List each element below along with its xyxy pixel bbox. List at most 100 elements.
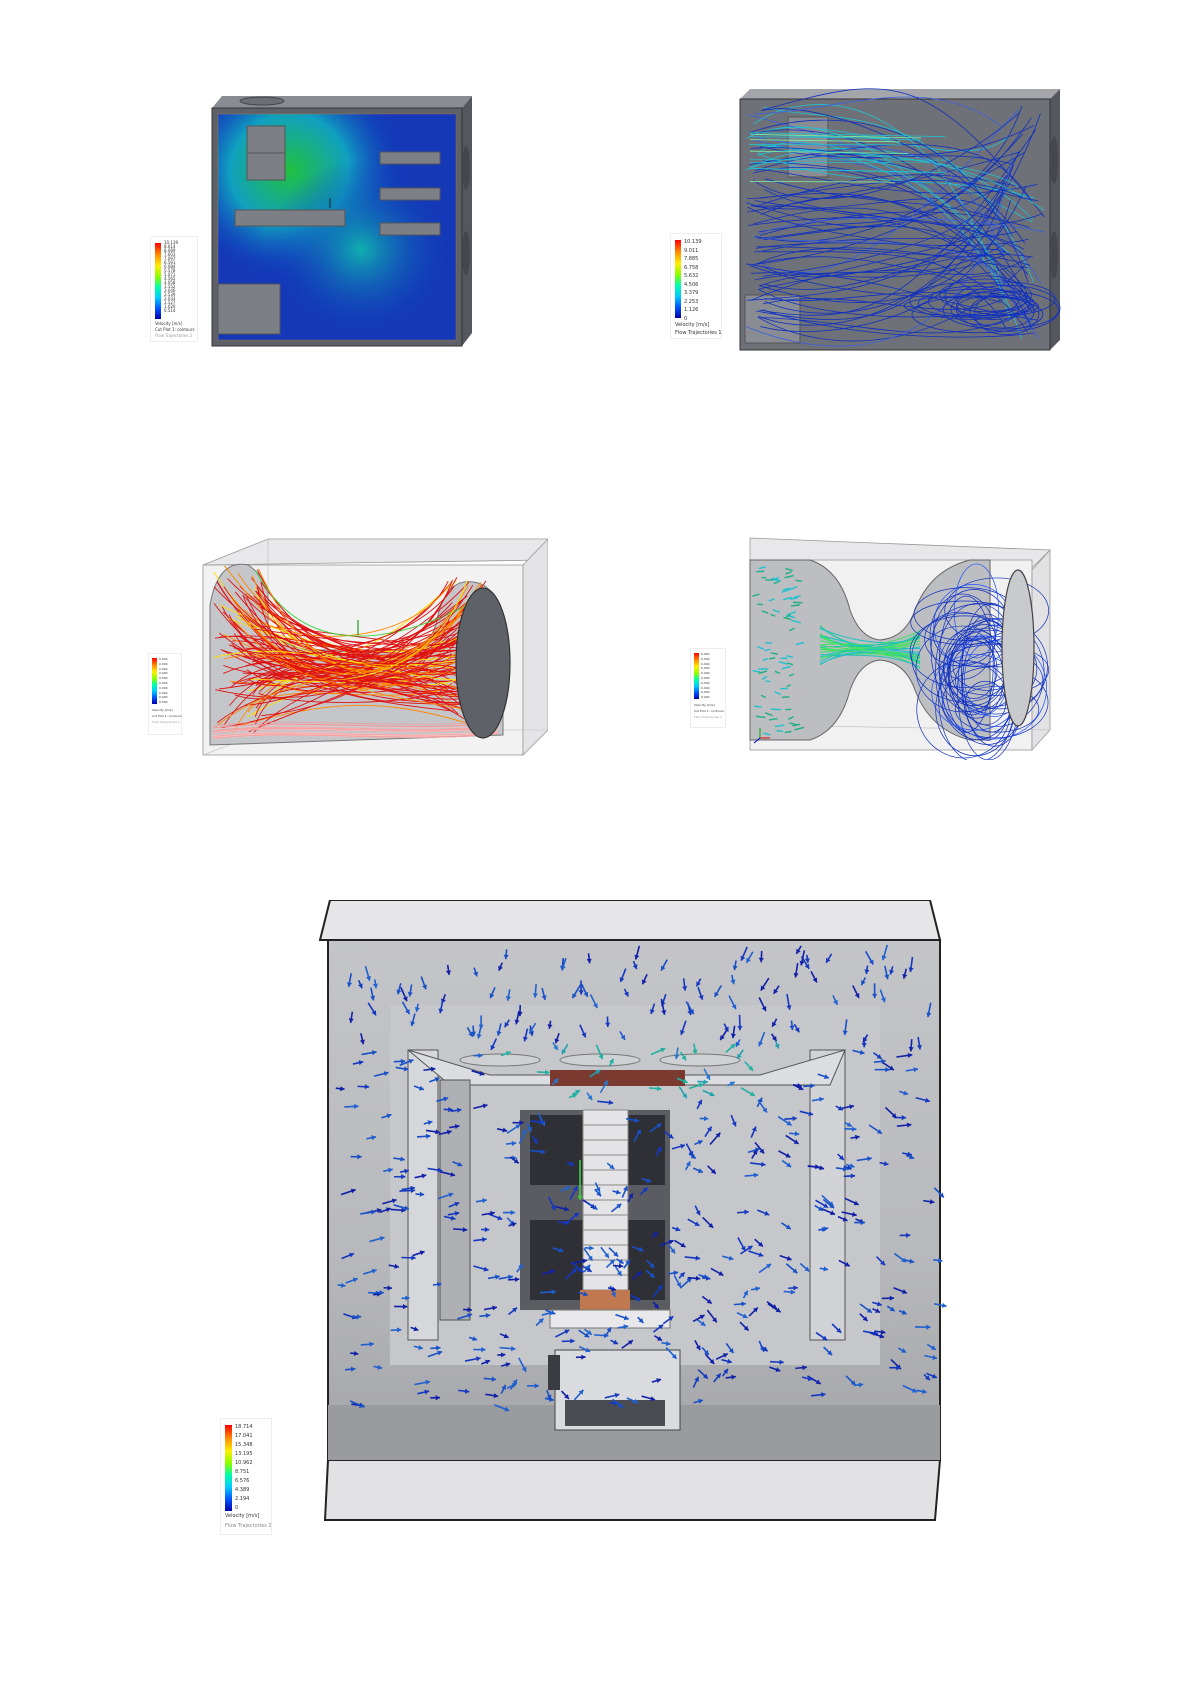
velocity-arrowhead bbox=[504, 1022, 510, 1028]
velocity-arrowhead bbox=[532, 1138, 538, 1144]
velocity-arrowhead bbox=[740, 955, 746, 961]
velocity-arrowhead bbox=[454, 1201, 460, 1207]
velocity-arrowhead bbox=[467, 1313, 473, 1318]
velocity-arrowhead bbox=[581, 1354, 586, 1360]
velocity-arrowhead bbox=[445, 970, 452, 975]
streamline bbox=[944, 275, 1028, 317]
velocity-arrowhead bbox=[703, 1274, 709, 1280]
velocity-arrowhead bbox=[699, 1314, 705, 1320]
velocity-arrowhead bbox=[681, 1055, 686, 1061]
streamlines bbox=[212, 565, 499, 740]
streamline bbox=[938, 595, 994, 734]
velocity-arrowhead bbox=[583, 991, 589, 997]
velocity-arrowhead bbox=[757, 1241, 763, 1247]
velocity-arrowhead bbox=[779, 1359, 784, 1365]
velocity-arrowhead bbox=[613, 1251, 619, 1257]
streamline bbox=[795, 579, 803, 583]
streamline bbox=[258, 631, 465, 682]
legend-colorbar bbox=[225, 1425, 232, 1511]
velocity-arrowhead bbox=[883, 1161, 889, 1167]
velocity-arrowhead bbox=[888, 1065, 894, 1071]
streamline bbox=[754, 136, 1004, 255]
velocity-arrowhead bbox=[401, 1174, 406, 1180]
streamline bbox=[917, 288, 1035, 319]
velocity-arrowhead bbox=[569, 1161, 575, 1167]
streamline bbox=[747, 206, 1031, 266]
velocity-arrowhead bbox=[922, 1388, 927, 1395]
velocity-arrowhead bbox=[609, 1058, 614, 1064]
velocity-arrowhead bbox=[850, 1380, 856, 1386]
streamline bbox=[212, 725, 499, 732]
legend-tick: 0.000 bbox=[701, 652, 710, 656]
velocity-arrowhead bbox=[354, 1103, 359, 1109]
velocity-arrowhead bbox=[743, 1325, 749, 1331]
velocity-arrowhead bbox=[604, 1252, 609, 1258]
velocity-arrowhead bbox=[443, 1096, 449, 1102]
legend-caption: Cut Plot 1: contours bbox=[694, 709, 724, 713]
streamline bbox=[954, 686, 1040, 733]
velocity-arrowhead bbox=[762, 1346, 768, 1352]
velocity-arrowhead bbox=[760, 1161, 766, 1167]
velocity-arrowhead bbox=[387, 1285, 392, 1291]
velocity-arrowhead bbox=[502, 1127, 508, 1133]
figure-duct-trajectory: 0.000 0.000 0.000 0.000 0.000 0.000 0.00… bbox=[148, 535, 548, 760]
velocity-arrowhead bbox=[730, 979, 736, 985]
velocity-arrowhead bbox=[810, 1083, 815, 1089]
velocity-arrowhead bbox=[403, 1066, 409, 1072]
streamline bbox=[759, 193, 1037, 312]
streamline bbox=[750, 198, 1013, 237]
velocity-arrowhead bbox=[842, 1166, 848, 1172]
streamline bbox=[965, 680, 1007, 726]
velocity-arrowhead bbox=[909, 1154, 915, 1160]
velocity-arrowhead bbox=[403, 1205, 409, 1211]
velocity-arrowhead bbox=[830, 1210, 836, 1216]
velocity-arrowhead bbox=[547, 1024, 553, 1029]
velocity-arrowhead bbox=[649, 1262, 655, 1268]
velocity-arrowhead bbox=[937, 1257, 943, 1263]
velocity-arrowhead bbox=[371, 1135, 376, 1141]
streamline bbox=[754, 96, 1003, 128]
velocity-arrowhead bbox=[618, 1263, 624, 1269]
streamline bbox=[787, 611, 797, 616]
velocity-arrowhead bbox=[379, 1236, 385, 1242]
velocity-arrowhead bbox=[881, 1058, 886, 1064]
streamline bbox=[819, 654, 921, 668]
velocity-arrowhead bbox=[743, 1290, 748, 1296]
streamline bbox=[781, 588, 791, 593]
legend-tick: 7.097 bbox=[164, 256, 176, 261]
velocity-arrowhead bbox=[812, 977, 818, 983]
velocity-arrowhead bbox=[682, 1093, 687, 1099]
streamline bbox=[758, 217, 1045, 235]
velocity-arrowhead bbox=[718, 1271, 724, 1276]
streamline bbox=[927, 285, 1019, 317]
legend-tick: 15.348 bbox=[235, 1442, 253, 1448]
streamline bbox=[750, 147, 1039, 202]
streamline bbox=[768, 598, 775, 602]
streamline bbox=[763, 106, 1035, 283]
streamline bbox=[250, 580, 468, 682]
velocity-arrowhead bbox=[939, 1192, 944, 1198]
velocity-arrowhead bbox=[476, 1033, 482, 1039]
velocity-arrowhead bbox=[764, 1210, 770, 1216]
velocity-arrowhead bbox=[623, 1186, 628, 1192]
velocity-arrowhead bbox=[793, 1139, 799, 1144]
velocity-arrowhead bbox=[500, 1352, 506, 1358]
velocity-arrowhead bbox=[884, 974, 890, 980]
velocity-arrowhead bbox=[903, 1090, 909, 1096]
velocity-arrowhead bbox=[616, 1203, 622, 1209]
legend-tick: 0.000 bbox=[159, 690, 168, 695]
velocity-arrowhead bbox=[875, 1308, 881, 1313]
velocity-arrowhead bbox=[660, 1047, 666, 1053]
legend-tick: 5.071 bbox=[164, 272, 176, 277]
velocity-arrowhead bbox=[437, 1167, 443, 1173]
velocity-arrowhead bbox=[696, 981, 701, 987]
velocity-arrowhead bbox=[674, 1054, 680, 1060]
velocity-arrowhead bbox=[482, 1198, 487, 1204]
velocity-arrowhead bbox=[464, 1388, 470, 1394]
velocity-arrowhead bbox=[618, 1259, 624, 1264]
velocity-arrowhead bbox=[876, 1301, 882, 1307]
velocity-arrowhead bbox=[427, 1120, 433, 1126]
velocity-arrowhead bbox=[698, 994, 704, 1000]
velocity-arrowhead bbox=[729, 1081, 735, 1087]
velocity-arrowhead bbox=[493, 1393, 499, 1399]
